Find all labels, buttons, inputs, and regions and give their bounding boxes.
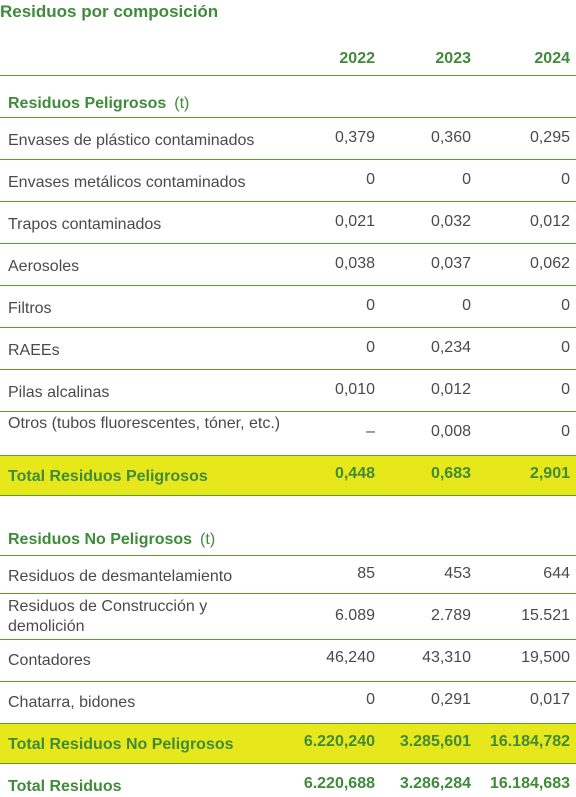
cell-2024: 0,017	[529, 691, 570, 708]
cell-2022: 46,240	[326, 649, 375, 666]
cell-2022: 0	[366, 171, 375, 188]
cell-2024: 0	[561, 381, 570, 398]
total-row-peligrosos: Total Residuos Peligrosos 0,448 0,683 2,…	[0, 456, 576, 496]
grand-total-label: Total Residuos	[8, 778, 122, 795]
year-2022: 2022	[339, 50, 375, 67]
cell-2024: 0	[561, 171, 570, 188]
cell-2022: 0,038	[334, 255, 375, 272]
cell-2022: 6.089	[334, 607, 375, 624]
total-label: Total Residuos No Peligrosos	[8, 736, 234, 753]
cell-2023: 43,310	[422, 649, 471, 666]
table-row: Envases metálicos contaminados 0 0 0	[0, 160, 576, 202]
row-label: Residuos de Construcción y demolición	[8, 598, 208, 635]
row-label: Filtros	[8, 300, 52, 317]
section-heading: Residuos No Peligrosos	[8, 531, 193, 548]
year-header-row: 2022 2023 2024	[0, 40, 576, 76]
table-row: Contadores 46,240 43,310 19,500	[0, 640, 576, 682]
table-row: Residuos de Construcción y demolición 6.…	[0, 594, 576, 640]
grand-total-2024: 16.184,683	[489, 775, 570, 792]
total-2022: 0,448	[334, 465, 375, 482]
cell-2023: 0,012	[430, 381, 471, 398]
table-row: RAEEs 0 0,234 0	[0, 328, 576, 370]
cell-2023: 0,032	[430, 213, 471, 230]
row-label: Pilas alcalinas	[8, 384, 110, 401]
table-row: Pilas alcalinas 0,010 0,012 0	[0, 370, 576, 412]
grand-total-2023: 3.286,284	[399, 775, 471, 792]
row-label: Contadores	[8, 652, 91, 669]
total-2023: 0,683	[430, 465, 471, 482]
total-row-no-peligrosos: Total Residuos No Peligrosos 6.220,240 3…	[0, 724, 576, 764]
cell-2022: 85	[357, 565, 375, 582]
cell-2022: 0	[366, 297, 375, 314]
table-row: Chatarra, bidones 0 0,291 0,017	[0, 682, 576, 724]
grand-total-2022: 6.220,688	[303, 775, 375, 792]
table-row: Otros (tubos fluorescentes, tóner, etc.)…	[0, 412, 576, 456]
total-2024: 16.184,782	[489, 733, 570, 750]
table-row: Aerosoles 0,038 0,037 0,062	[0, 244, 576, 286]
section-peligrosos: Residuos Peligrosos (t)	[0, 76, 576, 118]
total-2022: 6.220,240	[303, 733, 375, 750]
row-label: Trapos contaminados	[8, 216, 162, 233]
cell-2024: 15.521	[521, 607, 570, 624]
total-2024: 2,901	[529, 465, 570, 482]
total-label: Total Residuos Peligrosos	[8, 468, 208, 485]
cell-2024: 0	[561, 423, 570, 440]
section-unit: (t)	[174, 95, 190, 112]
row-label: Envases metálicos contaminados	[8, 174, 246, 191]
cell-2023: 0	[462, 297, 471, 314]
cell-2023: 2.789	[430, 607, 471, 624]
table-row: Trapos contaminados 0,021 0,032 0,012	[0, 202, 576, 244]
cell-2023: 0,037	[430, 255, 471, 272]
cell-2024: 0	[561, 339, 570, 356]
cell-2024: 0,295	[529, 129, 570, 146]
grand-total-row: Total Residuos 6.220,688 3.286,284 16.18…	[0, 764, 576, 796]
year-2023: 2023	[435, 50, 471, 67]
cell-2023: 453	[444, 565, 471, 582]
year-2024: 2024	[534, 50, 570, 67]
cell-2022: 0,010	[334, 381, 375, 398]
row-label: Chatarra, bidones	[8, 694, 136, 711]
cell-2022: –	[366, 423, 375, 440]
table-row: Filtros 0 0 0	[0, 286, 576, 328]
cell-2022: 0,021	[334, 213, 375, 230]
cell-2023: 0	[462, 171, 471, 188]
page-title: Residuos por composición	[0, 2, 219, 21]
row-label: Residuos de desmantelamiento	[8, 568, 233, 585]
cell-2024: 19,500	[521, 649, 570, 666]
section-unit: (t)	[200, 531, 216, 548]
cell-2024: 0,012	[529, 213, 570, 230]
cell-2022: 0	[366, 339, 375, 356]
table-row: Residuos de desmantelamiento 85 453 644	[0, 556, 576, 594]
cell-2024: 0,062	[529, 255, 570, 272]
row-label: Aerosoles	[8, 258, 80, 275]
row-label: Envases de plástico contaminados	[8, 132, 255, 149]
cell-2024: 0	[561, 297, 570, 314]
section-heading: Residuos Peligrosos	[8, 95, 167, 112]
cell-2023: 0,291	[430, 691, 471, 708]
cell-2023: 0,234	[430, 339, 471, 356]
cell-2022: 0,379	[334, 129, 375, 146]
cell-2024: 644	[543, 565, 570, 582]
row-label: RAEEs	[8, 342, 60, 359]
table-row: Envases de plástico contaminados 0,379 0…	[0, 118, 576, 160]
total-2023: 3.285,601	[399, 733, 471, 750]
section-no-peligrosos: Residuos No Peligrosos (t)	[0, 496, 576, 556]
cell-2022: 0	[366, 691, 375, 708]
row-label: Otros (tubos fluorescentes, tóner, etc.)	[8, 415, 281, 432]
cell-2023: 0,008	[430, 423, 471, 440]
cell-2023: 0,360	[430, 129, 471, 146]
